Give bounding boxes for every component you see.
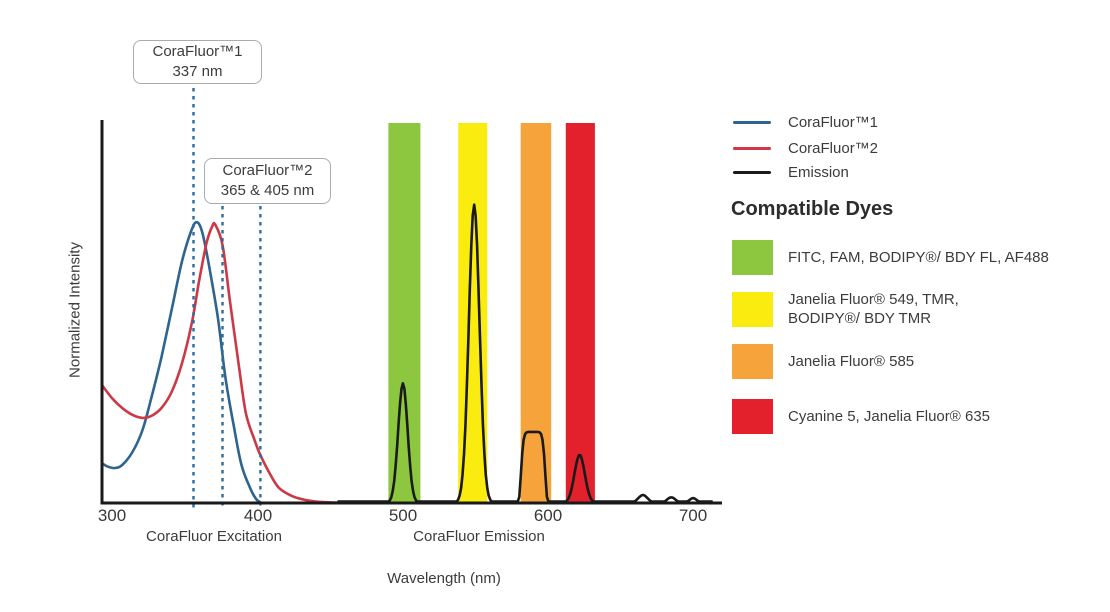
dye-item-green: FITC, FAM, BODIPY®/ BDY FL, AF488 — [732, 239, 1049, 275]
dye-item-orange: Janelia Fluor® 585 — [732, 343, 914, 379]
dye-swatch-yellow — [732, 291, 773, 327]
dye-label-yellow: Janelia Fluor® 549, TMR, BODIPY®/ BDY TM… — [788, 291, 959, 327]
x-tick-600: 600 — [533, 506, 563, 525]
legend-item-corafluor1: CoraFluor™1 — [733, 111, 878, 133]
x-region-label-emission: CoraFluor Emission — [413, 528, 545, 545]
x-tick-400: 400 — [243, 506, 273, 525]
filter-band-3 — [565, 123, 595, 502]
callout-corafluor1: CoraFluor™1 337 nm — [133, 40, 262, 84]
dye-label-orange: Janelia Fluor® 585 — [788, 352, 915, 370]
dye-label-green: FITC, FAM, BODIPY®/ BDY FL, AF488 — [788, 248, 1049, 266]
emission-curve — [337, 203, 713, 503]
legend-line-corafluor1 — [733, 120, 771, 124]
legend-item-corafluor2: CoraFluor™2 — [733, 137, 878, 159]
dye-item-yellow: Janelia Fluor® 549, TMR, BODIPY®/ BDY TM… — [732, 290, 959, 328]
legend-item-emission: Emission — [733, 161, 849, 183]
excitation-curve-0 — [100, 220, 262, 504]
legend-line-corafluor2 — [733, 146, 771, 150]
x-axis-label: Wavelength (nm) — [387, 570, 501, 587]
dye-item-red: Cyanine 5, Janelia Fluor® 635 — [732, 398, 990, 434]
y-axis-label: Normalized Intensity — [66, 242, 84, 378]
x-tick-500: 500 — [388, 506, 418, 525]
legend-line-emission — [733, 170, 771, 174]
filter-band-0 — [388, 123, 421, 502]
callout-corafluor2-value: 365 & 405 nm — [220, 182, 315, 199]
legend-label-corafluor2: CoraFluor™2 — [788, 139, 879, 157]
filter-band-2 — [520, 123, 552, 502]
dye-swatch-red — [732, 398, 773, 434]
callout-corafluor2: CoraFluor™2 365 & 405 nm — [204, 158, 331, 204]
compatible-dyes-title: Compatible Dyes — [731, 198, 894, 220]
dye-swatch-green — [732, 239, 773, 275]
x-region-label-excitation: CoraFluor Excitation — [146, 528, 282, 545]
dye-swatch-orange — [732, 343, 773, 379]
legend-label-corafluor1: CoraFluor™1 — [788, 113, 879, 131]
x-tick-700: 700 — [678, 506, 708, 525]
callout-corafluor1-title: CoraFluor™1 — [152, 43, 243, 60]
callout-corafluor2-title: CoraFluor™2 — [222, 162, 313, 179]
callout-corafluor1-value: 337 nm — [172, 63, 223, 80]
excitation-curve-1 — [100, 221, 368, 505]
legend-label-emission: Emission — [788, 163, 849, 181]
x-tick-300: 300 — [97, 506, 127, 525]
dye-label-red: Cyanine 5, Janelia Fluor® 635 — [788, 407, 991, 425]
